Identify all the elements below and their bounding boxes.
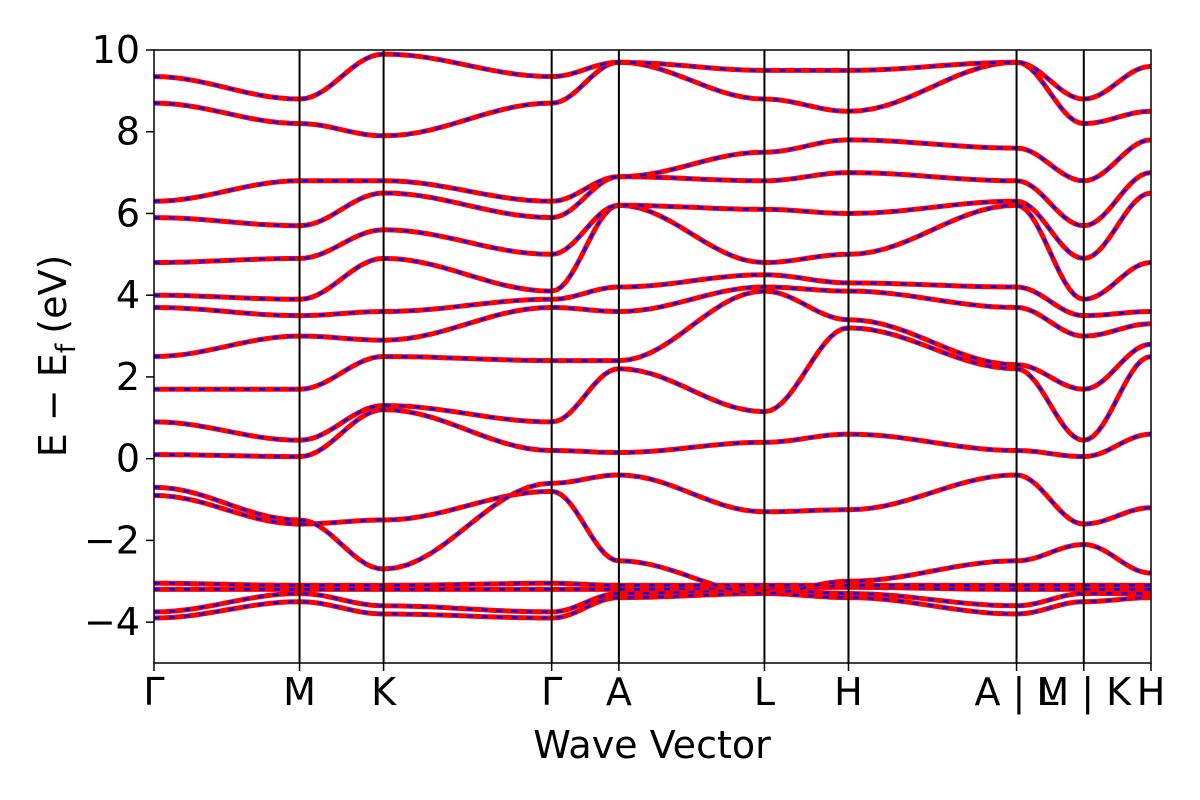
plot-background	[154, 50, 1151, 663]
band-line-overlay-13	[154, 171, 1151, 227]
x-tick-label: Γ	[143, 670, 164, 714]
x-tick-label: Γ	[541, 670, 562, 714]
band-line-overlay-7	[154, 326, 1151, 442]
y-tick-label: −2	[84, 518, 140, 562]
band-line-overlay-5	[154, 473, 1151, 571]
band-line-overlay-11	[154, 204, 1151, 301]
y-axis-title-main: E − E	[31, 353, 75, 457]
x-tick-label: L	[754, 670, 775, 714]
band-line-overlay-1	[154, 588, 1151, 614]
band-line-overlay-9	[154, 285, 1151, 358]
y-axis: −4 −2 0 2 4 6 8 10	[84, 28, 154, 644]
band-line-2	[154, 584, 1151, 592]
y-axis-title: E − Ef (eV)	[31, 255, 82, 458]
band-line-14	[154, 137, 1151, 204]
x-tick-label: M | K	[1036, 670, 1132, 715]
bands-layer	[154, 51, 1151, 621]
x-tick-label: K	[371, 670, 397, 714]
x-tick-label: A | L	[974, 670, 1058, 715]
x-tick-label: M	[283, 670, 316, 714]
kpoint-divider-lines	[298, 50, 1085, 663]
band-line-4	[154, 488, 1151, 596]
y-tick-label: −4	[84, 600, 140, 644]
band-line-8	[154, 288, 1151, 392]
x-tick-label: H	[1137, 670, 1166, 714]
band-line-3	[154, 580, 1151, 588]
y-tick-label: 0	[116, 437, 140, 481]
band-line-overlay-10	[154, 273, 1151, 317]
y-axis-title-subscript: f	[51, 342, 82, 353]
band-line-overlay-0	[154, 592, 1151, 620]
x-tick-label: H	[834, 670, 863, 714]
x-tick-label: A	[606, 670, 632, 714]
x-axis-title: Wave Vector	[533, 723, 771, 767]
band-line-overlay-15	[154, 61, 1151, 138]
plot-frame	[153, 49, 1152, 664]
band-line-overlay-12	[154, 191, 1151, 264]
y-tick-label: 4	[116, 273, 140, 317]
y-axis-title-unit: (eV)	[31, 255, 75, 334]
y-tick-label: 10	[92, 28, 140, 72]
y-tick-label: 6	[116, 191, 140, 235]
y-tick-label: 8	[116, 110, 140, 154]
y-tick-label: 2	[116, 355, 140, 399]
band-line-overlay-6	[154, 408, 1151, 458]
band-line-overlay-16	[154, 52, 1151, 101]
